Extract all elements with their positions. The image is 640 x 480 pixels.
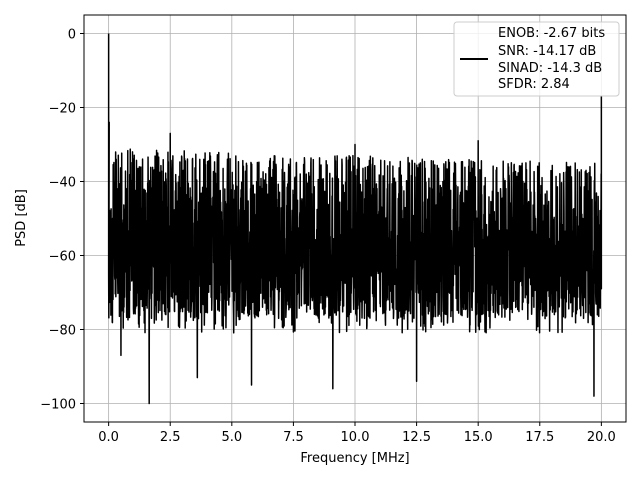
y-tick-label: −60	[49, 250, 76, 265]
legend-box	[453, 21, 620, 97]
legend-entry-enob: ENOB: -2.67 bits	[498, 26, 605, 41]
y-tick-label: −40	[49, 176, 76, 191]
legend-entry-sinad: SINAD: -14.3 dB	[498, 61, 602, 76]
x-axis: 0.0 2.5 5.0 7.5 10.0 12.5 15.0 17.5 20.0	[98, 422, 616, 445]
x-tick-label: 10.0	[341, 430, 370, 445]
y-tick-label: 0	[68, 28, 76, 43]
y-axis: 0 −20 −40 −60 −80 −100	[40, 28, 84, 413]
series-layer	[107, 33, 603, 405]
y-tick-label: −100	[40, 398, 76, 413]
legend-entry-snr: SNR: -14.17 dB	[498, 44, 596, 59]
psd-series-line	[107, 33, 603, 405]
x-tick-label: 2.5	[160, 430, 181, 445]
x-tick-label: 15.0	[464, 430, 493, 445]
x-axis-label: Frequency [MHz]	[300, 451, 409, 466]
legend: ENOB: -2.67 bits SNR: -14.17 dB SINAD: -…	[453, 21, 620, 97]
x-tick-label: 17.5	[525, 430, 554, 445]
x-tick-label: 5.0	[221, 430, 242, 445]
y-tick-label: −20	[49, 102, 76, 117]
x-tick-label: 12.5	[402, 430, 431, 445]
legend-entry-sfdr: SFDR: 2.84	[498, 77, 570, 92]
x-tick-label: 0.0	[98, 430, 119, 445]
x-tick-label: 7.5	[283, 430, 304, 445]
x-tick-label: 20.0	[587, 430, 616, 445]
y-tick-label: −80	[49, 324, 76, 339]
y-axis-label: PSD [dB]	[14, 189, 29, 247]
